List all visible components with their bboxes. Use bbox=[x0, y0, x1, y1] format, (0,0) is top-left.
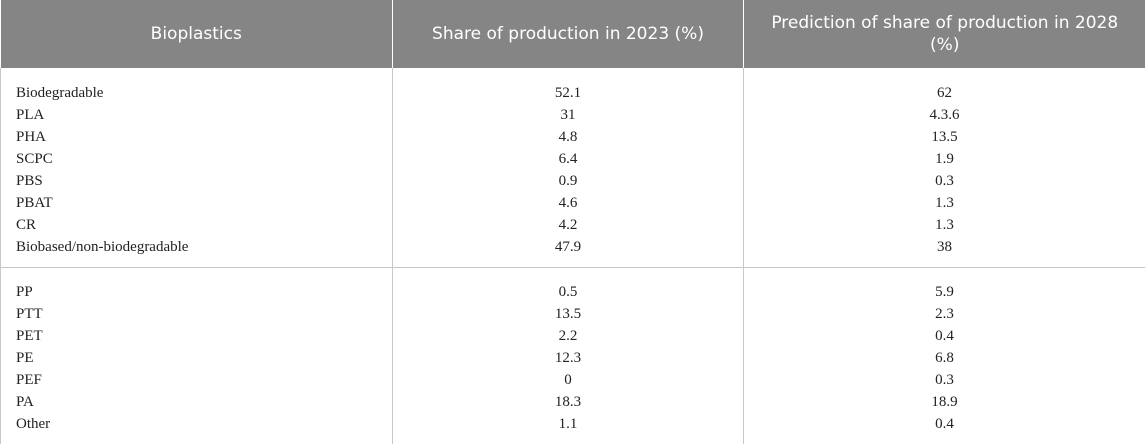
spacer-cell bbox=[0, 435, 393, 444]
value-cell: 47.9 bbox=[392, 236, 744, 258]
value-cell: 0.3 bbox=[743, 369, 1145, 391]
table-row: PBAT 4.6 1.3 bbox=[0, 192, 1145, 214]
table-row: Other 1.1 0.4 bbox=[0, 413, 1145, 435]
spacer-cell bbox=[743, 435, 1145, 444]
spacer-row bbox=[0, 267, 1145, 281]
spacer-cell bbox=[392, 68, 744, 82]
spacer-cell bbox=[743, 68, 1145, 82]
value-cell: 1.9 bbox=[743, 148, 1145, 170]
row-group: PP 0.5 5.9 PTT 13.5 2.3 PET 2.2 0.4 PE 12.3 6.8 PEF 0… bbox=[0, 267, 1145, 444]
row-label: PHA bbox=[0, 126, 393, 148]
table-row: PLA 31 4.3.6 bbox=[0, 104, 1145, 126]
value-cell: 1.3 bbox=[743, 214, 1145, 236]
spacer-cell bbox=[743, 258, 1145, 268]
value-cell: 0.5 bbox=[392, 281, 744, 303]
value-cell: 18.9 bbox=[743, 391, 1145, 413]
table-row: PTT 13.5 2.3 bbox=[0, 303, 1145, 325]
value-cell: 0.3 bbox=[743, 170, 1145, 192]
value-cell: 62 bbox=[743, 82, 1145, 104]
spacer-row bbox=[0, 68, 1145, 82]
table-row: PEF 0 0.3 bbox=[0, 369, 1145, 391]
table-row: PP 0.5 5.9 bbox=[0, 281, 1145, 303]
table-row: PET 2.2 0.4 bbox=[0, 325, 1145, 347]
value-cell: 1.1 bbox=[392, 413, 744, 435]
value-cell: 4.3.6 bbox=[743, 104, 1145, 126]
spacer-row bbox=[0, 258, 1145, 268]
table-row: CR 4.2 1.3 bbox=[0, 214, 1145, 236]
row-label: Biodegradable bbox=[0, 82, 393, 104]
table-row: PBS 0.9 0.3 bbox=[0, 170, 1145, 192]
row-label: PE bbox=[0, 347, 393, 369]
table-header: Bioplastics Share of production in 2023 (… bbox=[0, 0, 1145, 68]
row-label: Other bbox=[0, 413, 393, 435]
spacer-cell bbox=[392, 267, 744, 281]
row-label: PA bbox=[0, 391, 393, 413]
table-row: PA 18.3 18.9 bbox=[0, 391, 1145, 413]
value-cell: 12.3 bbox=[392, 347, 744, 369]
row-label: PBS bbox=[0, 170, 393, 192]
header-cell: Bioplastics bbox=[0, 0, 393, 68]
row-label: PTT bbox=[0, 303, 393, 325]
row-group: Biodegradable 52.1 62 PLA 31 4.3.6 PHA 4.8 13.5 S… bbox=[0, 68, 1145, 268]
row-label: PP bbox=[0, 281, 393, 303]
value-cell: 13.5 bbox=[743, 126, 1145, 148]
value-cell: 0.9 bbox=[392, 170, 744, 192]
table-row: Biodegradable 52.1 62 bbox=[0, 82, 1145, 104]
spacer-cell bbox=[0, 258, 393, 268]
row-label: CR bbox=[0, 214, 393, 236]
row-label: PEF bbox=[0, 369, 393, 391]
value-cell: 2.2 bbox=[392, 325, 744, 347]
value-cell: 5.9 bbox=[743, 281, 1145, 303]
value-cell: 38 bbox=[743, 236, 1145, 258]
header-cell: Share of production in 2023 (%) bbox=[392, 0, 744, 68]
row-label: PBAT bbox=[0, 192, 393, 214]
value-cell: 6.8 bbox=[743, 347, 1145, 369]
value-cell: 4.8 bbox=[392, 126, 744, 148]
value-cell: 18.3 bbox=[392, 391, 744, 413]
header-cell: Prediction of share of production in 202… bbox=[743, 0, 1145, 68]
row-label: PLA bbox=[0, 104, 393, 126]
table-row: SCPC 6.4 1.9 bbox=[0, 148, 1145, 170]
spacer-row bbox=[0, 435, 1145, 444]
value-cell: 0.4 bbox=[743, 325, 1145, 347]
value-cell: 1.3 bbox=[743, 192, 1145, 214]
value-cell: 4.2 bbox=[392, 214, 744, 236]
spacer-cell bbox=[743, 267, 1145, 281]
row-label: SCPC bbox=[0, 148, 393, 170]
spacer-cell bbox=[0, 68, 393, 82]
value-cell: 0 bbox=[392, 369, 744, 391]
value-cell: 31 bbox=[392, 104, 744, 126]
table-row: Biobased/non-biodegradable 47.9 38 bbox=[0, 236, 1145, 258]
table-row: PHA 4.8 13.5 bbox=[0, 126, 1145, 148]
value-cell: 2.3 bbox=[743, 303, 1145, 325]
value-cell: 13.5 bbox=[392, 303, 744, 325]
row-label: Biobased/non-biodegradable bbox=[0, 236, 393, 258]
row-label: PET bbox=[0, 325, 393, 347]
spacer-cell bbox=[392, 258, 744, 268]
spacer-cell bbox=[0, 267, 393, 281]
value-cell: 0.4 bbox=[743, 413, 1145, 435]
table-row: PE 12.3 6.8 bbox=[0, 347, 1145, 369]
header-row: Bioplastics Share of production in 2023 (… bbox=[0, 0, 1145, 68]
value-cell: 6.4 bbox=[392, 148, 744, 170]
value-cell: 52.1 bbox=[392, 82, 744, 104]
spacer-cell bbox=[392, 435, 744, 444]
value-cell: 4.6 bbox=[392, 192, 744, 214]
